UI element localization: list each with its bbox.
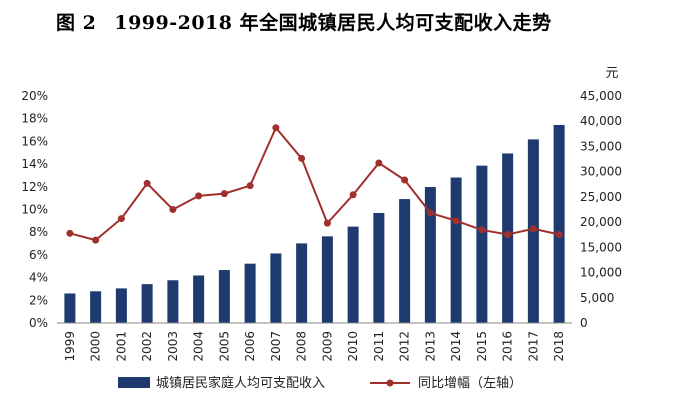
growth-point: [117, 215, 125, 223]
x-tick-label: 2016: [501, 331, 515, 362]
left-tick-label: 10%: [21, 203, 48, 217]
growth-point: [426, 209, 434, 217]
growth-point: [143, 179, 151, 187]
income-bar: [167, 280, 179, 323]
x-tick-label: 2006: [243, 331, 257, 362]
left-tick-label: 8%: [29, 225, 48, 239]
x-tick-label: 2013: [423, 331, 437, 362]
income-bar: [193, 275, 205, 323]
legend-bar-label: 城镇居民家庭人均可支配收入: [156, 375, 325, 391]
left-tick-label: 4%: [29, 271, 48, 285]
right-tick-label: 10,000: [580, 266, 622, 280]
growth-line: [66, 124, 563, 244]
right-tick-label: 30,000: [580, 165, 622, 179]
growth-point: [375, 159, 383, 167]
growth-point: [401, 176, 409, 184]
growth-point: [66, 229, 74, 237]
legend-line-label: 同比增幅（左轴）: [418, 376, 522, 391]
growth-point: [272, 124, 280, 132]
left-tick-label: 12%: [21, 180, 48, 194]
x-tick-label: 2008: [295, 331, 309, 362]
x-tick-label: 2015: [475, 331, 489, 362]
x-tick-label: 2012: [398, 331, 412, 362]
income-bars: [64, 125, 565, 323]
income-bar: [296, 243, 308, 323]
income-bar: [141, 284, 153, 323]
left-tick-label: 20%: [21, 89, 48, 103]
right-tick-label: 5,000: [580, 291, 614, 305]
income-bar: [553, 125, 565, 323]
growth-point: [220, 190, 228, 198]
income-bar: [373, 212, 385, 323]
right-tick-label: 0: [580, 316, 588, 330]
right-tick-label: 20,000: [580, 215, 622, 229]
income-bar: [64, 293, 76, 323]
figure-title-text: 1999-2018 年全国城镇居民人均可支配收入走势: [114, 12, 552, 34]
income-bar: [450, 177, 462, 323]
right-tick-label: 15,000: [580, 240, 622, 254]
right-tick-label: 40,000: [580, 114, 622, 128]
growth-line-path: [69, 125, 560, 242]
x-tick-label: 2014: [449, 331, 463, 362]
x-tick-label: 2009: [320, 331, 334, 362]
legend-line-marker: [386, 379, 394, 387]
income-bar: [90, 291, 102, 323]
x-tick-label: 2000: [89, 331, 103, 362]
x-tick-label: 1999: [63, 331, 77, 362]
growth-point: [169, 206, 177, 213]
figure-label: 图 2: [56, 12, 97, 34]
right-axis: 0 5,000 10,000 15,000 20,000 25,000 30,000 35,0…: [580, 89, 622, 330]
left-tick-label: 14%: [21, 157, 48, 171]
x-tick-label: 2003: [166, 331, 180, 362]
left-tick-label: 0%: [29, 316, 48, 330]
growth-point: [349, 191, 357, 199]
income-bar: [321, 236, 333, 323]
left-tick-label: 18%: [21, 112, 48, 126]
x-tick-label: 2018: [552, 331, 566, 362]
x-tick-label: 2001: [114, 331, 128, 362]
x-axis-labels: 1999 2000 2001 2002 2003 2004 2005 2006 2007 2008…: [63, 331, 566, 362]
x-tick-label: 2002: [140, 331, 154, 362]
right-axis-unit: 元: [605, 66, 618, 81]
x-tick-label: 2010: [346, 331, 360, 362]
income-bar: [270, 253, 282, 323]
income-bar: [115, 288, 127, 323]
growth-point: [323, 219, 331, 227]
income-bar: [399, 199, 411, 323]
growth-point: [246, 182, 254, 190]
legend-bar-swatch: [118, 377, 150, 388]
growth-point: [298, 154, 306, 162]
x-tick-label: 2004: [192, 331, 206, 362]
income-bar: [347, 226, 359, 323]
growth-point: [92, 236, 100, 244]
right-tick-label: 25,000: [580, 190, 622, 204]
growth-point: [452, 217, 460, 225]
growth-point: [555, 230, 563, 238]
right-tick-label: 45,000: [580, 89, 622, 103]
income-bar: [218, 270, 230, 323]
x-tick-label: 2005: [217, 331, 231, 362]
left-axis: 0% 2% 4% 6% 8% 10% 12% 14% 16% 18% 20%: [21, 89, 48, 330]
growth-point: [529, 225, 537, 233]
left-tick-label: 6%: [29, 248, 48, 262]
legend: 城镇居民家庭人均可支配收入 同比增幅（左轴）: [118, 375, 522, 391]
x-tick-label: 2017: [526, 331, 540, 362]
x-tick-label: 2007: [269, 331, 283, 362]
growth-point: [195, 192, 203, 200]
income-bar: [476, 165, 488, 323]
income-bar: [502, 153, 514, 323]
x-tick-label: 2011: [372, 331, 386, 362]
right-tick-label: 35,000: [580, 139, 622, 153]
left-tick-label: 16%: [21, 134, 48, 148]
left-tick-label: 2%: [29, 293, 48, 307]
figure-title: 图 2 1999-2018 年全国城镇居民人均可支配收入走势: [56, 8, 552, 35]
income-bar: [424, 187, 436, 323]
growth-point: [504, 230, 512, 238]
growth-point: [478, 226, 486, 234]
income-bar: [244, 263, 256, 323]
